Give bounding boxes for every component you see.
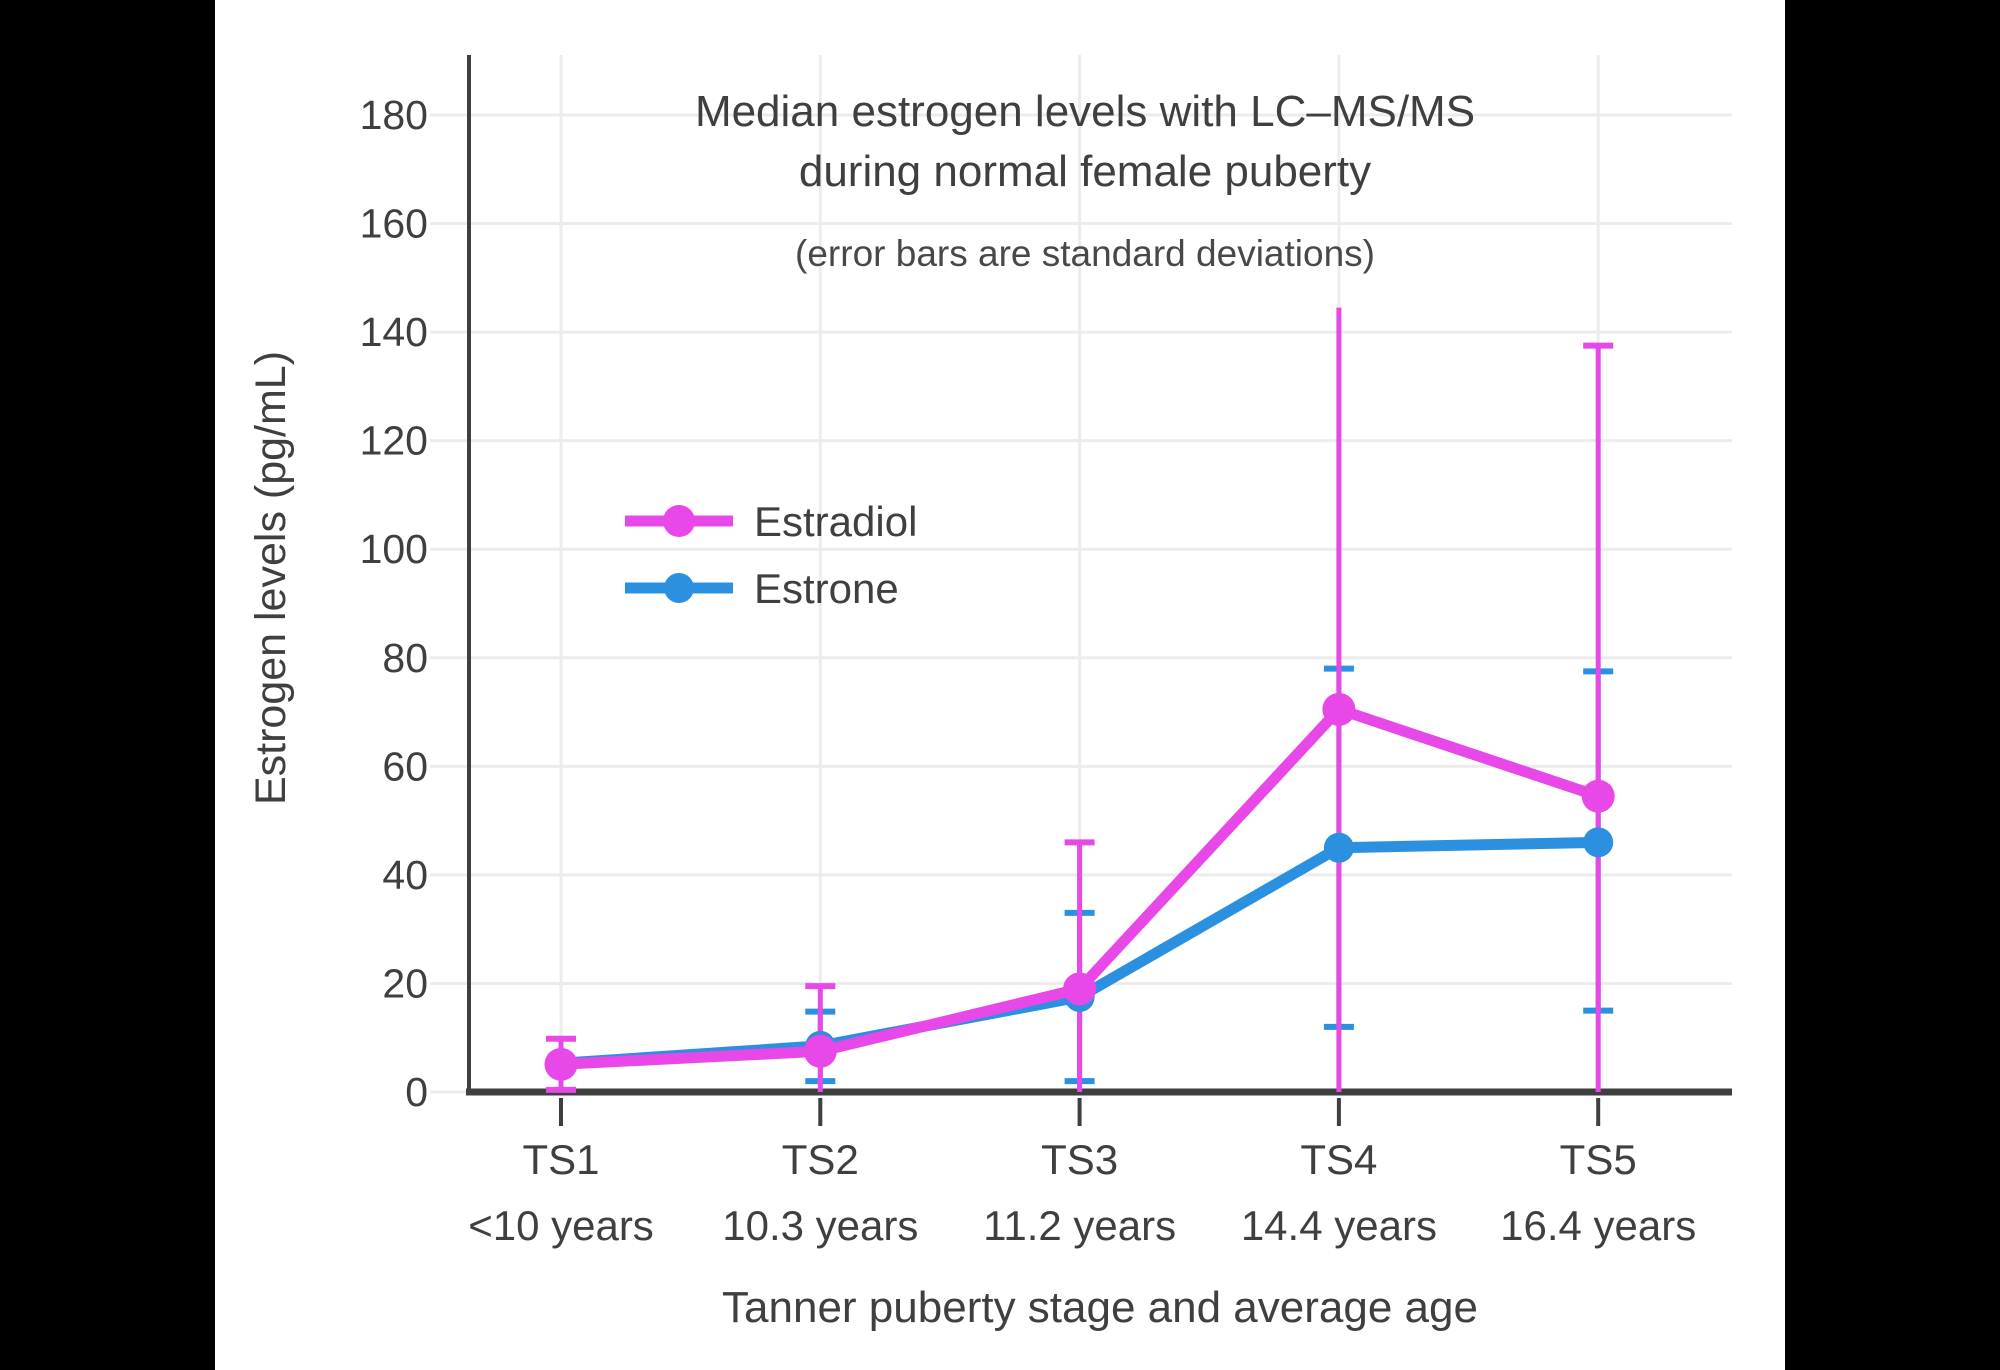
estrone-point <box>1323 832 1354 863</box>
x-tick-labels: TS1 <10 years TS2 10.3 years TS3 11.2 years TS… <box>468 1136 1696 1249</box>
y-tick-label: 80 <box>382 635 428 681</box>
x-stage-label: TS1 <box>522 1136 599 1183</box>
y-tick-label: 20 <box>382 960 428 1006</box>
data-series <box>544 692 1615 1081</box>
x-age-label: 11.2 years <box>983 1202 1176 1249</box>
estradiol-point <box>803 1034 837 1068</box>
estradiol-point <box>544 1047 578 1081</box>
y-tick-label: 120 <box>360 418 428 464</box>
chart-canvas <box>215 0 1785 1370</box>
estradiol-point <box>1063 972 1097 1006</box>
legend-estrone-label: Estrone <box>754 565 899 612</box>
x-age-label: 16.4 years <box>1500 1202 1696 1249</box>
letterbox-right <box>1785 0 2000 1370</box>
letterbox-left <box>0 0 215 1370</box>
y-tick-label: 60 <box>382 743 428 789</box>
x-stage-label: TS4 <box>1300 1136 1377 1183</box>
y-tick-label: 160 <box>360 201 428 247</box>
y-tick-label: 40 <box>382 852 428 898</box>
x-age-label: 14.4 years <box>1241 1202 1437 1249</box>
legend-estradiol-marker <box>663 505 695 537</box>
axes <box>466 55 1732 1126</box>
chart-subtitle: (error bars are standard deviations) <box>795 233 1375 274</box>
estradiol-point <box>1581 779 1615 813</box>
estradiol-point <box>1322 692 1356 726</box>
y-tick-label: 100 <box>360 526 428 572</box>
x-stage-label: TS2 <box>782 1136 859 1183</box>
y-tick-labels: 0 20 40 60 80 100 120 140 160 180 <box>360 92 428 1115</box>
legend-estradiol-label: Estradiol <box>754 498 917 545</box>
x-stage-label: TS3 <box>1041 1136 1118 1183</box>
x-stage-label: TS5 <box>1560 1136 1637 1183</box>
y-tick-label: 0 <box>405 1069 428 1115</box>
x-age-label: <10 years <box>468 1202 654 1249</box>
legend-estrone-marker <box>664 573 694 603</box>
x-axis-title: Tanner puberty stage and average age <box>722 1283 1478 1332</box>
y-axis-title: Estrogen levels (pg/mL) <box>247 351 295 805</box>
legend: Estradiol Estrone <box>625 498 917 612</box>
chart-title-line2: during normal female puberty <box>799 147 1371 196</box>
x-age-label: 10.3 years <box>722 1202 918 1249</box>
y-tick-label: 140 <box>360 309 428 355</box>
y-tick-label: 180 <box>360 92 428 138</box>
chart-title-line1: Median estrogen levels with LC–MS/MS <box>695 87 1475 136</box>
estrone-point <box>1583 827 1614 858</box>
